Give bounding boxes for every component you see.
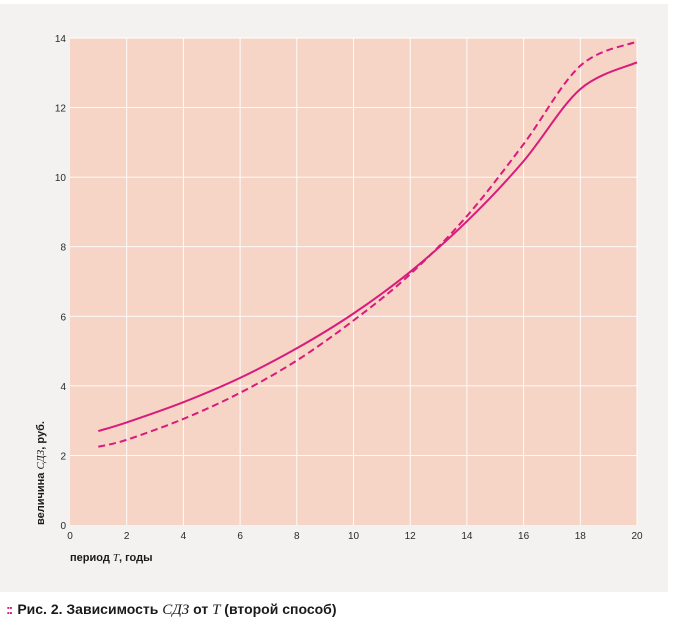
grid xyxy=(70,37,638,525)
caption-text-1: Зависимость xyxy=(62,601,163,617)
y-tick-label: 12 xyxy=(55,104,67,115)
series-line-dashed xyxy=(98,40,638,448)
x-tick-labels: 0 2 4 6 8 10 12 14 16 18 20 xyxy=(67,531,643,542)
y-tick-label: 14 xyxy=(55,34,67,45)
x-axis-label-prefix: период xyxy=(70,552,110,564)
y-tick-label: 6 xyxy=(60,312,66,323)
x-tick-label: 18 xyxy=(575,531,587,542)
y-axis-label-prefix: величина xyxy=(35,472,47,525)
x-tick-label: 2 xyxy=(124,531,130,542)
x-tick-label: 4 xyxy=(181,531,187,542)
figure-caption: :: Рис. 2. Зависимость СДЗ от T (второй с… xyxy=(6,601,336,619)
series-lines xyxy=(98,40,638,448)
caption-label: Рис. 2. xyxy=(17,601,63,617)
x-tick-label: 6 xyxy=(237,531,243,542)
x-tick-label: 20 xyxy=(631,531,643,542)
caption-text-2: от xyxy=(189,601,213,617)
y-axis-label-var: СДЗ xyxy=(35,449,47,469)
y-axis-label-suffix: , руб. xyxy=(35,421,47,450)
caption-text-3: (второй способ) xyxy=(220,601,337,617)
x-tick-label: 10 xyxy=(348,531,360,542)
series-line-solid xyxy=(98,61,638,433)
x-tick-label: 14 xyxy=(461,531,473,542)
x-tick-label: 12 xyxy=(405,531,417,542)
x-tick-label: 8 xyxy=(294,531,300,542)
y-tick-label: 10 xyxy=(55,173,67,184)
y-tick-label: 2 xyxy=(60,451,66,462)
x-axis-label: период T, годы xyxy=(70,552,153,564)
x-tick-label: 16 xyxy=(518,531,530,542)
x-axis-label-var: T xyxy=(113,552,120,564)
x-tick-label: 0 xyxy=(67,531,73,542)
y-tick-label: 8 xyxy=(60,243,66,254)
caption-var-1: СДЗ xyxy=(162,602,190,618)
y-tick-label: 0 xyxy=(60,521,66,532)
y-tick-labels: 0 2 4 6 8 10 12 14 xyxy=(55,34,67,532)
caption-bullet-icon: :: xyxy=(6,601,13,617)
caption-var-2: T xyxy=(212,602,221,618)
x-axis-label-suffix: , годы xyxy=(119,552,153,564)
y-tick-label: 4 xyxy=(60,382,66,393)
y-axis-label: величина СДЗ, руб. xyxy=(35,421,47,525)
